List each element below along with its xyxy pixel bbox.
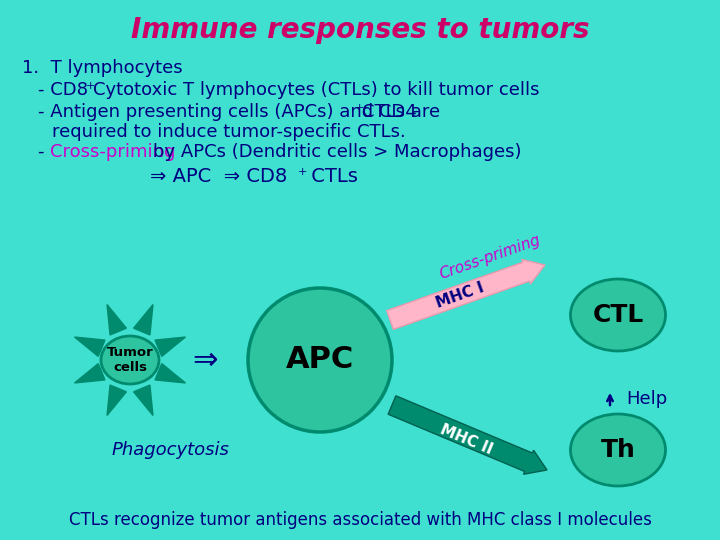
Text: required to induce tumor-specific CTLs.: required to induce tumor-specific CTLs. (52, 123, 406, 141)
Circle shape (248, 288, 392, 432)
Text: CTLs: CTLs (305, 166, 358, 186)
FancyArrow shape (387, 259, 545, 329)
Text: Cross-priming: Cross-priming (438, 232, 543, 282)
Ellipse shape (570, 279, 665, 351)
Polygon shape (134, 385, 153, 415)
Text: CTL: CTL (593, 303, 644, 327)
Text: Help: Help (626, 390, 667, 408)
Text: ⇒: ⇒ (192, 346, 217, 375)
Polygon shape (134, 305, 153, 335)
Text: +: + (298, 167, 307, 177)
Text: MHC I: MHC I (433, 280, 486, 310)
Text: Phagocytosis: Phagocytosis (111, 441, 229, 459)
Text: +: + (355, 103, 364, 113)
Polygon shape (75, 363, 105, 383)
Ellipse shape (101, 336, 159, 384)
Polygon shape (155, 337, 186, 356)
Text: ⇒ APC  ⇒ CD8: ⇒ APC ⇒ CD8 (150, 166, 287, 186)
Text: -: - (38, 143, 50, 161)
Text: 1.  T lymphocytes: 1. T lymphocytes (22, 59, 183, 77)
Text: - Antigen presenting cells (APCs) and CD4: - Antigen presenting cells (APCs) and CD… (38, 103, 417, 121)
Text: CTLs recognize tumor antigens associated with MHC class I molecules: CTLs recognize tumor antigens associated… (68, 511, 652, 529)
Polygon shape (107, 305, 127, 335)
Polygon shape (75, 337, 105, 356)
Text: Immune responses to tumors: Immune responses to tumors (131, 16, 589, 44)
Text: CTLs are: CTLs are (362, 103, 440, 121)
Polygon shape (107, 385, 127, 415)
Text: +: + (86, 81, 95, 91)
Text: - CD8: - CD8 (38, 81, 88, 99)
Text: Th: Th (600, 438, 636, 462)
Text: Tumor
cells: Tumor cells (107, 346, 153, 374)
FancyArrow shape (388, 396, 547, 474)
Text: Cross-priming: Cross-priming (50, 143, 176, 161)
Text: Cytotoxic T lymphocytes (CTLs) to kill tumor cells: Cytotoxic T lymphocytes (CTLs) to kill t… (93, 81, 539, 99)
Text: APC: APC (286, 346, 354, 375)
Ellipse shape (570, 414, 665, 486)
Text: MHC II: MHC II (438, 422, 495, 457)
Text: by APCs (Dendritic cells > Macrophages): by APCs (Dendritic cells > Macrophages) (153, 143, 521, 161)
Polygon shape (155, 363, 186, 383)
